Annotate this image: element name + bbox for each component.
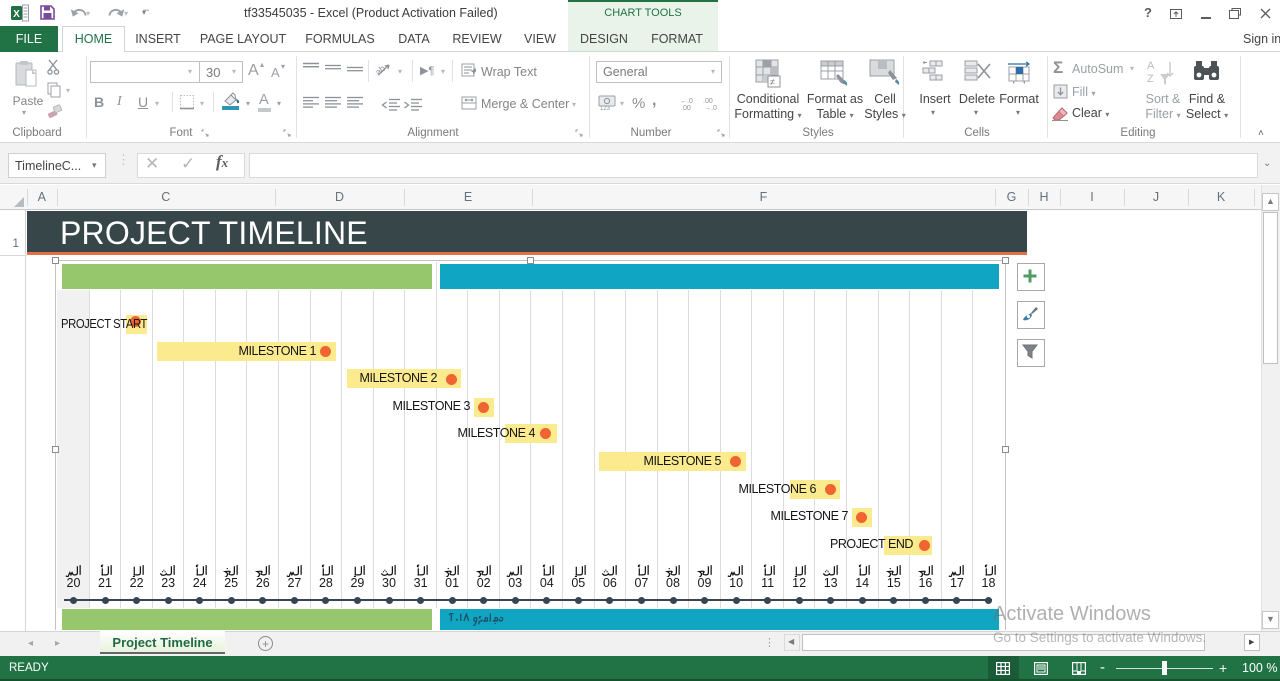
svg-text:→.0: →.0 (704, 105, 717, 110)
svg-text:.00: .00 (703, 98, 713, 105)
svg-text:←.0: ←.0 (680, 98, 693, 105)
svg-text:≠: ≠ (770, 77, 775, 87)
svg-text:.00: .00 (681, 105, 691, 110)
svg-text:123: 123 (600, 106, 611, 111)
svg-text:A: A (1147, 60, 1155, 72)
svg-text:Z: Z (1147, 73, 1154, 85)
svg-text:ab: ab (376, 63, 387, 77)
svg-text:X: X (13, 9, 20, 20)
